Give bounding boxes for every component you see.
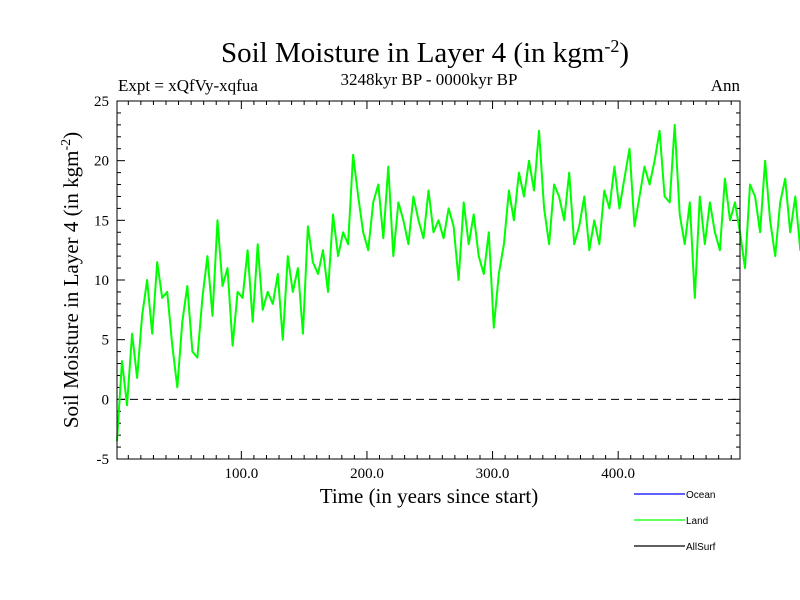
x-axis-label: Time (in years since start)	[320, 484, 539, 508]
legend-label-allsurf: AllSurf	[686, 542, 716, 553]
plot-frame	[116, 100, 741, 460]
chart-title-superscript: -2	[604, 36, 619, 56]
chart-title-text: Soil Moisture in Layer 4 (in kgm	[221, 37, 605, 69]
y-axis-ticks: -5 0 5 10 15 20 25	[94, 94, 740, 468]
legend: Ocean Land AllSurf	[634, 490, 716, 553]
period-label: 3248kyr BP - 0000kyr BP	[341, 70, 518, 89]
x-tick-label: 400.0	[601, 466, 635, 482]
x-tick-label: 200.0	[350, 466, 384, 482]
series-line-land	[116, 123, 800, 442]
y-tick-label: 10	[94, 273, 109, 289]
x-tick-label: 100.0	[224, 466, 258, 482]
chart-title-close: )	[619, 37, 629, 69]
legend-item-allsurf: AllSurf	[634, 542, 716, 553]
y-tick-label: 20	[94, 154, 109, 170]
x-axis-ticks: 100.0 200.0 300.0 400.0	[127, 101, 732, 482]
expt-label: Expt = xQfVy-xqfua	[118, 76, 258, 95]
y-axis-label-close: )	[59, 132, 83, 139]
x-tick-label: 300.0	[476, 466, 510, 482]
legend-item-land: Land	[634, 516, 708, 527]
y-tick-label: 25	[94, 94, 109, 110]
legend-item-ocean: Ocean	[634, 490, 715, 501]
y-tick-label: 0	[102, 392, 110, 408]
y-axis-label-superscript: -2	[59, 139, 74, 151]
y-tick-label: 5	[102, 333, 110, 349]
chart-title: Soil Moisture in Layer 4 (in kgm-2)	[221, 36, 629, 69]
plot-content	[116, 123, 800, 442]
y-tick-label: 15	[94, 213, 109, 229]
legend-label-land: Land	[686, 516, 708, 527]
y-tick-label: -5	[97, 452, 110, 468]
season-label: Ann	[711, 76, 741, 95]
y-axis-label: Soil Moisture in Layer 4 (in kgm-2)	[59, 132, 83, 428]
legend-label-ocean: Ocean	[686, 490, 715, 501]
y-axis-label-text: Soil Moisture in Layer 4 (in kgm	[59, 151, 83, 429]
